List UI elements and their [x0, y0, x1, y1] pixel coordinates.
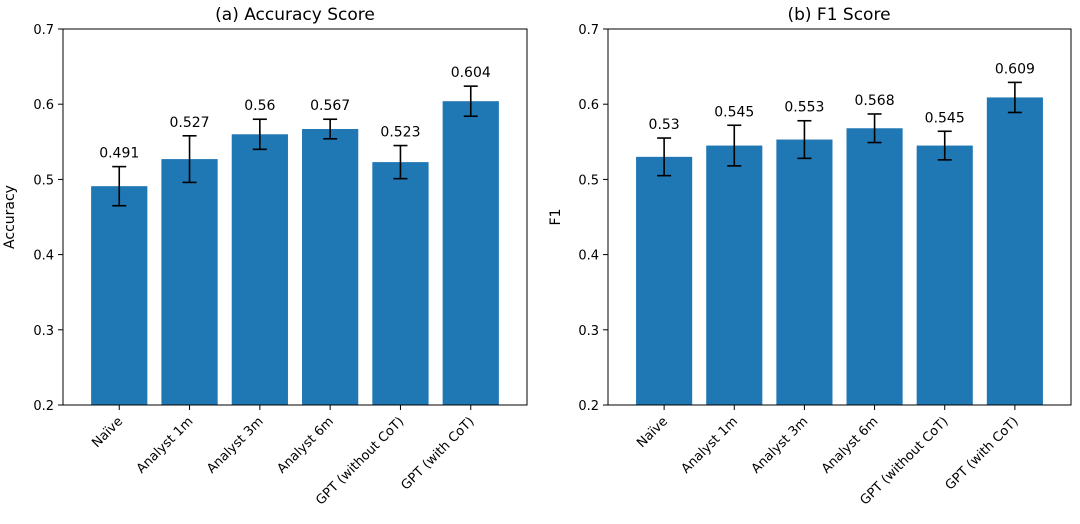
x-tick-label: Naïve: [634, 414, 671, 451]
value-label: 0.53: [649, 117, 680, 133]
bar: [846, 128, 903, 405]
error-bar: [867, 113, 882, 144]
bar: [986, 97, 1043, 405]
bar: [161, 159, 218, 405]
error-bar: [1007, 81, 1022, 114]
y-tick-label: 0.7: [578, 23, 599, 38]
plot-frame: [62, 28, 528, 406]
value-label: 0.527: [169, 115, 209, 131]
x-tick-label: Naïve: [89, 414, 126, 451]
value-label: 0.491: [99, 146, 139, 162]
error-bar: [937, 130, 952, 161]
value-label: 0.609: [995, 61, 1035, 77]
y-tick-label: 0.5: [33, 173, 54, 188]
x-tick-label: Analyst 6m: [275, 414, 337, 476]
x-tick-label: Analyst 3m: [749, 414, 811, 476]
error-bar: [393, 144, 408, 180]
value-label: 0.567: [310, 98, 350, 114]
chart-title: (a) Accuracy Score: [215, 5, 375, 25]
y-tick-label: 0.3: [33, 324, 54, 339]
x-tick-label: GPT (with CoT): [399, 414, 478, 493]
x-tick-label: Analyst 1m: [679, 414, 741, 476]
x-tick-label: GPT (with CoT): [943, 414, 1022, 493]
error-bar: [657, 137, 672, 177]
bar: [442, 101, 499, 405]
y-axis-label: Accuracy: [2, 185, 18, 249]
error-bar: [727, 124, 742, 167]
value-label: 0.545: [714, 104, 754, 120]
y-tick-label: 0.2: [33, 399, 54, 414]
chart-title: (b) F1 Score: [787, 5, 890, 25]
error-bar: [323, 118, 338, 140]
value-label: 0.545: [925, 110, 965, 126]
value-label: 0.568: [855, 93, 895, 109]
y-tick-label: 0.6: [578, 98, 599, 113]
bar: [776, 139, 833, 405]
value-label: 0.553: [784, 100, 824, 116]
plot-frame: [607, 28, 1072, 406]
error-bar: [112, 165, 127, 207]
value-label: 0.56: [244, 98, 275, 114]
panel-f1: (b) F1 Score F1 0.2 0.3 0.4 0.5 0.6 0.7 0.53 Na…: [548, 5, 1072, 508]
panel-accuracy: (a) Accuracy Score Accuracy 0.2 0.3 0.4 0.5…: [2, 5, 528, 508]
y-tick-label: 0.5: [578, 173, 599, 188]
y-tick-label: 0.4: [33, 249, 54, 264]
bar: [91, 186, 148, 405]
value-label: 0.523: [380, 125, 420, 141]
error-bar: [252, 118, 267, 151]
bar: [916, 145, 973, 405]
bar: [636, 156, 693, 405]
y-tick-label: 0.3: [578, 324, 599, 339]
bar: [231, 134, 288, 405]
bar: [302, 129, 359, 406]
bar: [706, 145, 763, 405]
error-bar: [797, 119, 812, 160]
y-tick-label: 0.2: [578, 399, 599, 414]
y-tick-label: 0.6: [33, 98, 54, 113]
error-bar: [182, 134, 197, 184]
y-tick-label: 0.4: [578, 249, 599, 264]
x-tick-label: Analyst 6m: [819, 414, 881, 476]
y-tick-label: 0.7: [33, 23, 54, 38]
y-axis-label: F1: [548, 209, 564, 226]
x-tick-label: Analyst 3m: [204, 414, 266, 476]
bar: [372, 162, 429, 405]
value-label: 0.604: [451, 65, 491, 81]
x-tick-label: Analyst 1m: [134, 414, 196, 476]
error-bar: [463, 85, 478, 118]
